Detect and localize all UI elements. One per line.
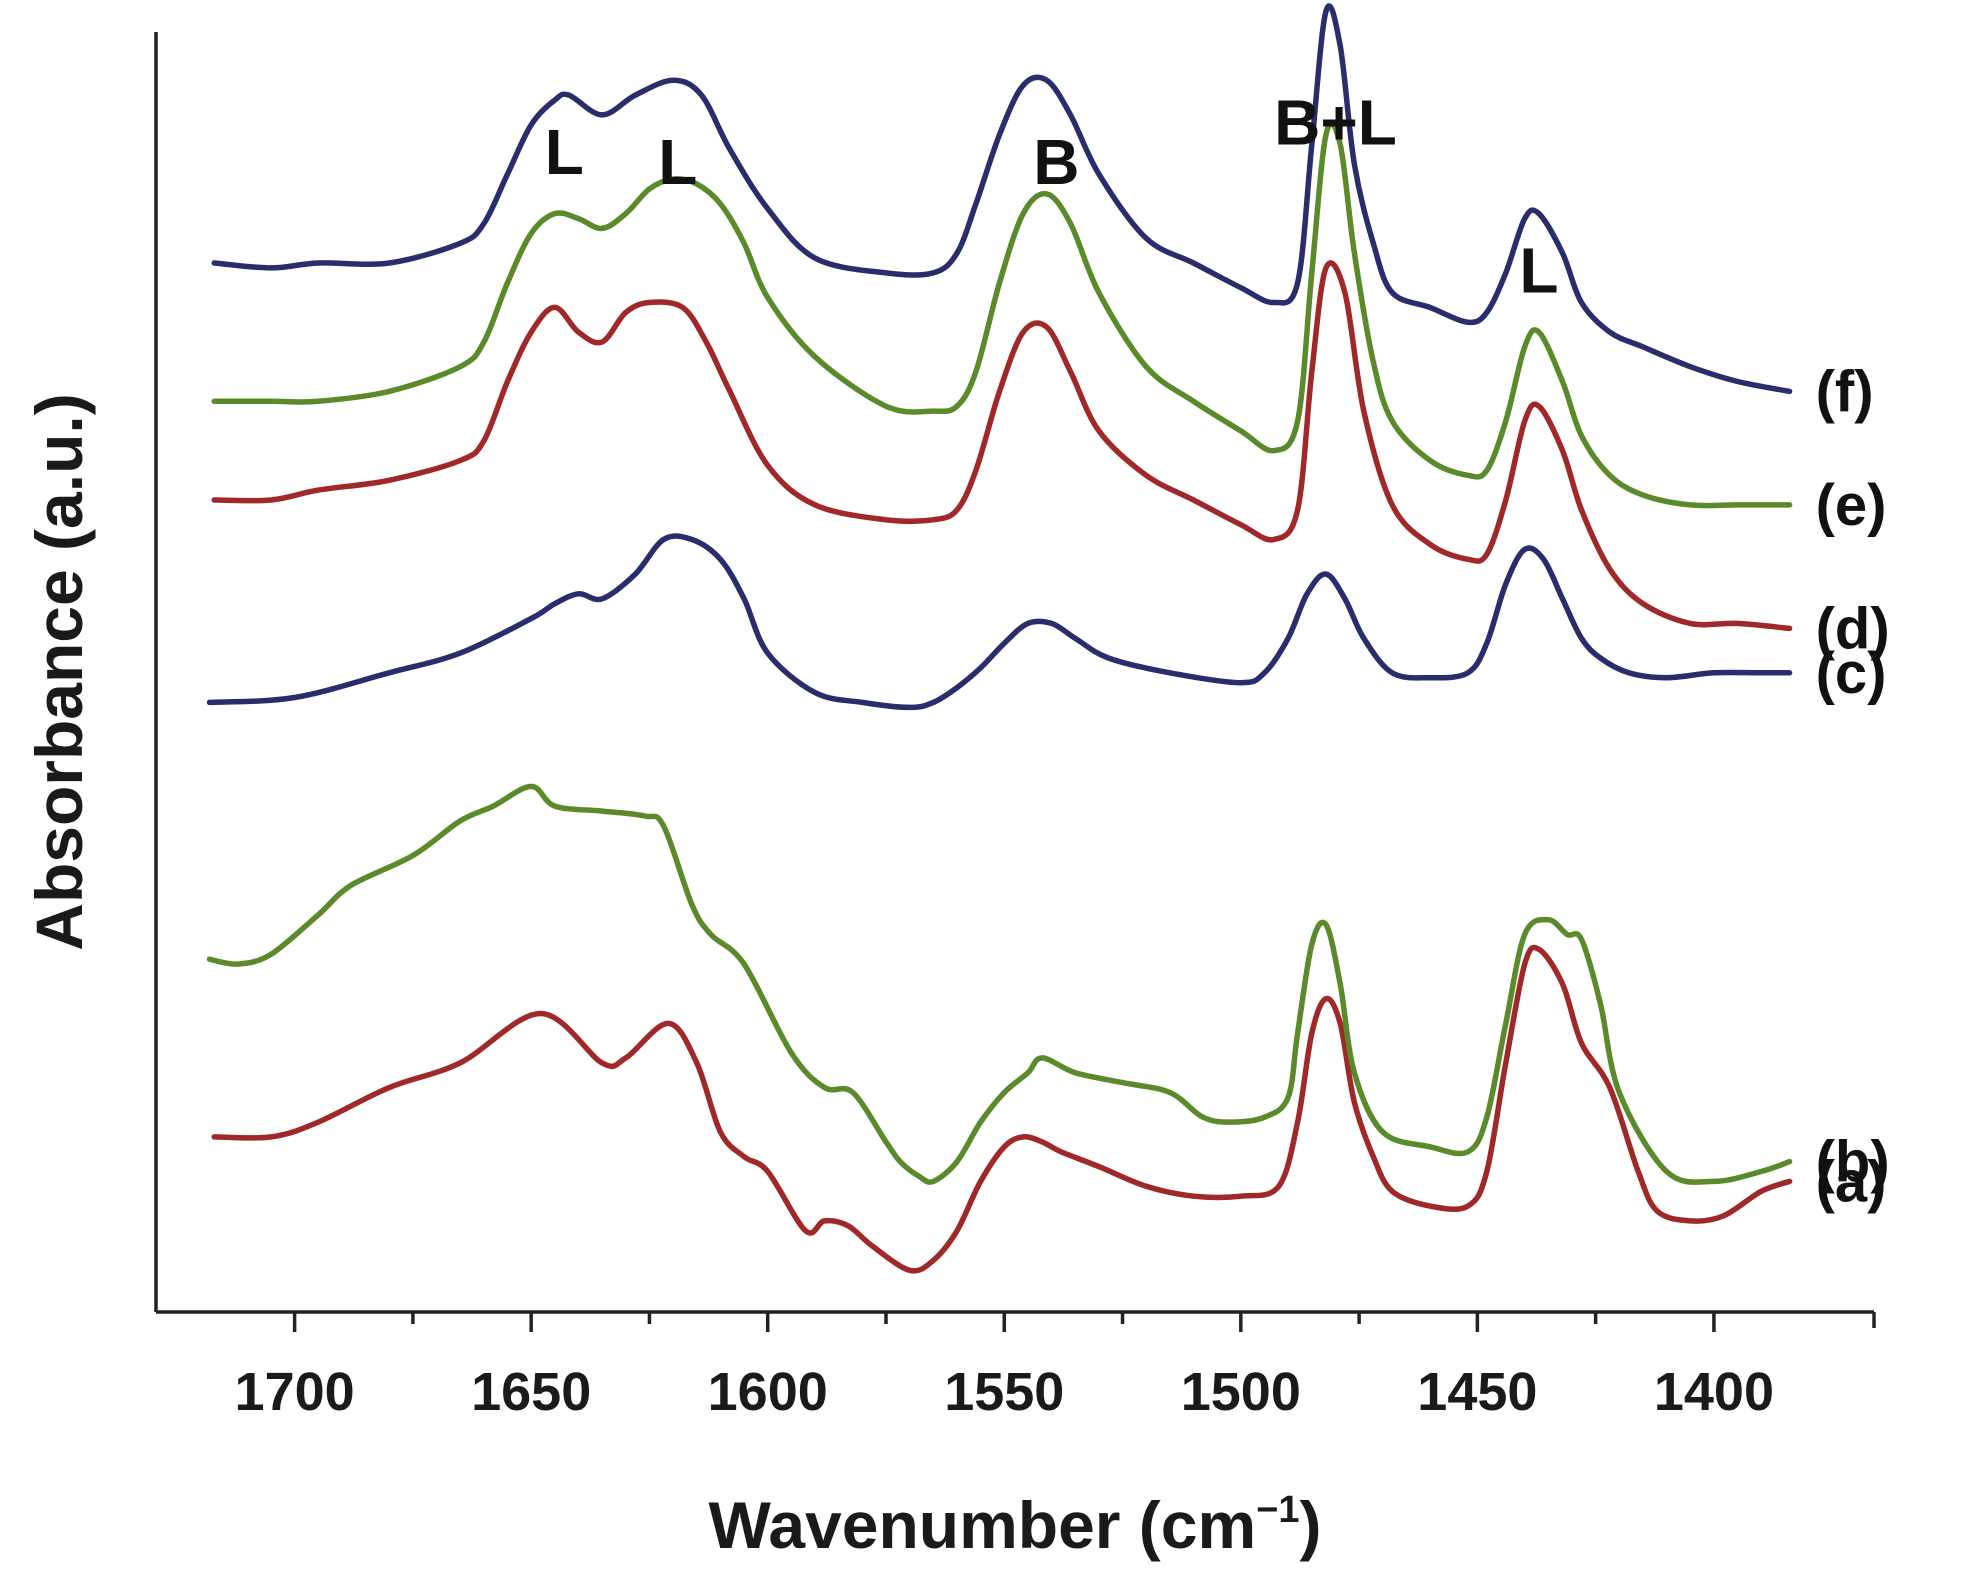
x-axis-title-superscript: −1: [1256, 1489, 1299, 1531]
series-e-label: (e): [1816, 473, 1887, 538]
series-c-label: (c): [1816, 641, 1887, 706]
peak-annotation: B: [1033, 126, 1079, 198]
x-axis-title: Wavenumber (cm−1): [708, 1488, 1321, 1562]
series-b-line: [206, 783, 1793, 1185]
x-tick-label: 1400: [1654, 1362, 1774, 1422]
series-a-line: [211, 944, 1793, 1274]
axes: [154, 32, 1876, 1328]
peak-annotation: B+L: [1274, 87, 1397, 159]
series-a-label: (a): [1816, 1149, 1887, 1214]
peak-annotation: L: [658, 126, 697, 198]
series-e-line: [211, 120, 1793, 509]
series-b-label: (b): [1816, 1130, 1890, 1195]
series-f-line: [211, 3, 1793, 395]
x-tick-label: 1700: [235, 1362, 355, 1422]
peak-annotation: L: [1519, 235, 1558, 307]
x-tick-label: 1600: [708, 1362, 828, 1422]
series-d-label: (d): [1816, 596, 1890, 661]
x-tick-label: 1550: [944, 1362, 1064, 1422]
peak-annotation: L: [545, 116, 584, 188]
x-tick-label: 1500: [1181, 1362, 1301, 1422]
series-f-label: (f): [1816, 359, 1874, 424]
x-tick-label: 1650: [471, 1362, 591, 1422]
series-d-line: [211, 260, 1793, 632]
x-tick-label: 1450: [1417, 1362, 1537, 1422]
y-axis-title: Absorbance (a.u.): [22, 393, 96, 950]
series-c-line: [206, 533, 1793, 711]
